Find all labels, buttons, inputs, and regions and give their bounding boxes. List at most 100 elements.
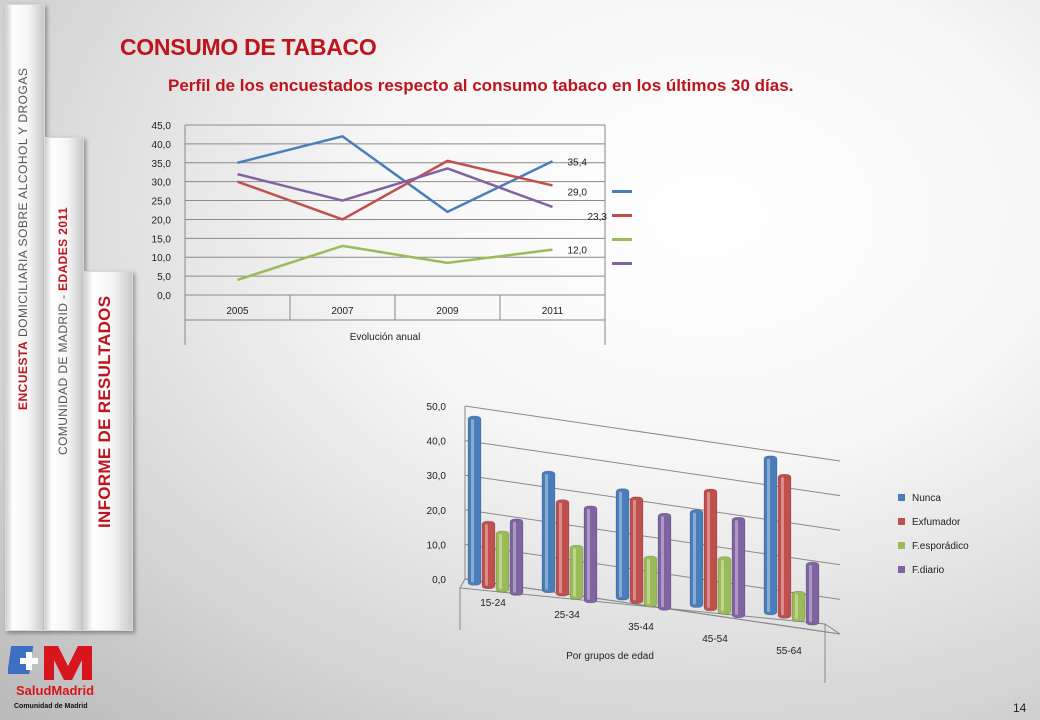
- x-tick-label: 2009: [436, 306, 459, 317]
- bar-body: [569, 545, 584, 600]
- y-tick-label: 10,0: [427, 540, 447, 551]
- bar: [791, 591, 806, 623]
- bar-highlight: [693, 512, 696, 605]
- y-tick-label: 20,0: [427, 506, 447, 517]
- bar: [495, 530, 510, 593]
- sidebar-band-report: [83, 271, 133, 631]
- y-tick-label: 30,0: [152, 178, 172, 189]
- salud-madrid-logo: SaludMadrid: [8, 646, 94, 698]
- legend-label: Exfumador: [912, 517, 961, 528]
- x-tick-label: 25-34: [554, 610, 580, 621]
- legend-swatch: [898, 494, 905, 501]
- y-tick-label: 50,0: [427, 402, 447, 413]
- y-tick-label: 15,0: [152, 234, 172, 245]
- bar: [583, 505, 598, 604]
- bar: [777, 474, 792, 619]
- bar: [657, 513, 672, 611]
- x-tick-label: 2005: [226, 306, 249, 317]
- legend-label: F.diario: [912, 565, 945, 576]
- gridline: [464, 440, 841, 497]
- series-line-exfumador: [237, 159, 553, 221]
- logo-text: SaludMadrid: [16, 683, 94, 698]
- bar-highlight: [767, 458, 770, 612]
- region-gray-text: COMUNIDAD DE MADRID -: [56, 294, 70, 455]
- bar: [629, 496, 644, 604]
- x-tick-label: 2011: [542, 306, 564, 317]
- y-tick-label: 5,0: [157, 272, 171, 283]
- bar: [467, 415, 482, 586]
- bar-highlight: [781, 477, 784, 616]
- x-axis-title: Evolución anual: [350, 332, 421, 343]
- bar-body: [643, 555, 658, 608]
- bar: [731, 517, 746, 619]
- bar: [763, 455, 778, 616]
- bar-highlight: [573, 548, 576, 597]
- legend-swatch: [612, 190, 632, 193]
- page-number: 14: [1013, 701, 1027, 715]
- series-line-fdiario: [237, 167, 553, 209]
- bar-body: [541, 470, 556, 593]
- bar-body: [555, 499, 570, 597]
- series-line-fespordico: [237, 244, 553, 282]
- bar-highlight: [809, 565, 812, 623]
- legend-swatch: [612, 238, 632, 241]
- bar-highlight: [485, 524, 488, 586]
- bar-body: [481, 520, 496, 589]
- sidebar-band-region: [44, 137, 84, 631]
- bar-highlight: [587, 508, 590, 600]
- bar-highlight: [633, 499, 636, 601]
- page-title: CONSUMO DE TABACO: [120, 34, 377, 60]
- bar-body: [805, 561, 820, 626]
- bar: [643, 555, 658, 608]
- y-tick-label: 0,0: [157, 291, 171, 302]
- sidebar-report-label: INFORME DE RESULTADOS: [95, 295, 114, 528]
- region-red-text: EDADES 2011: [56, 207, 70, 291]
- bar-highlight: [661, 516, 664, 608]
- y-tick-label: 45,0: [152, 121, 172, 132]
- x-axis-title: Por grupos de edad: [566, 651, 654, 662]
- bar-highlight: [619, 491, 622, 598]
- bar-body: [467, 415, 482, 586]
- bar-body: [731, 517, 746, 619]
- bar-body: [615, 488, 630, 601]
- y-tick-label: 40,0: [152, 140, 172, 151]
- legend-swatch: [898, 566, 905, 573]
- bar: [689, 509, 704, 608]
- legend-label: Nunca: [912, 493, 941, 504]
- line-chart-evolution: 0,0 5,0 10,0 15,0 20,0 25,0 30,0 35,0 40,0 45,0 20…: [152, 121, 632, 345]
- x-tick-label: 45-54: [702, 634, 728, 645]
- bar-body: [763, 455, 778, 616]
- bar-highlight: [499, 534, 502, 590]
- bar: [541, 470, 556, 593]
- bar-highlight: [707, 492, 710, 608]
- y-tick-label: 35,0: [152, 159, 172, 170]
- legend-swatch: [898, 542, 905, 549]
- comunidad-madrid-caption: Comunidad de Madrid: [14, 703, 88, 710]
- bar-highlight: [471, 419, 474, 583]
- bar: [481, 520, 496, 589]
- x-tick-label: 55-64: [776, 646, 802, 657]
- bar-body: [509, 518, 524, 596]
- data-label: 12,0: [568, 246, 588, 257]
- bar: [509, 518, 524, 596]
- y-tick-label: 20,0: [152, 215, 172, 226]
- data-label: 35,4: [568, 157, 588, 168]
- sidebar-survey-label: ENCUESTA DOMICILIARIA SOBRE ALCOHOL Y DR…: [16, 68, 30, 410]
- x-tick-label: 2007: [331, 306, 354, 317]
- y-tick-label: 25,0: [152, 197, 172, 208]
- bar-highlight: [795, 594, 798, 619]
- bar-body: [629, 496, 644, 604]
- x-tick-label: 15-24: [480, 598, 506, 609]
- legend-label: F.esporádico: [912, 541, 969, 552]
- bar: [805, 561, 820, 626]
- bar-highlight: [559, 502, 562, 594]
- bar: [717, 556, 732, 615]
- legend-swatch: [898, 518, 905, 525]
- bar-body: [689, 509, 704, 608]
- survey-gray-text: DOMICILIARIA SOBRE ALCOHOL Y DROGAS: [16, 67, 30, 338]
- gridline: [464, 405, 841, 462]
- legend-swatch: [612, 262, 632, 265]
- bar-highlight: [513, 521, 516, 593]
- bar-body: [777, 474, 792, 619]
- data-label: 29,0: [568, 187, 588, 198]
